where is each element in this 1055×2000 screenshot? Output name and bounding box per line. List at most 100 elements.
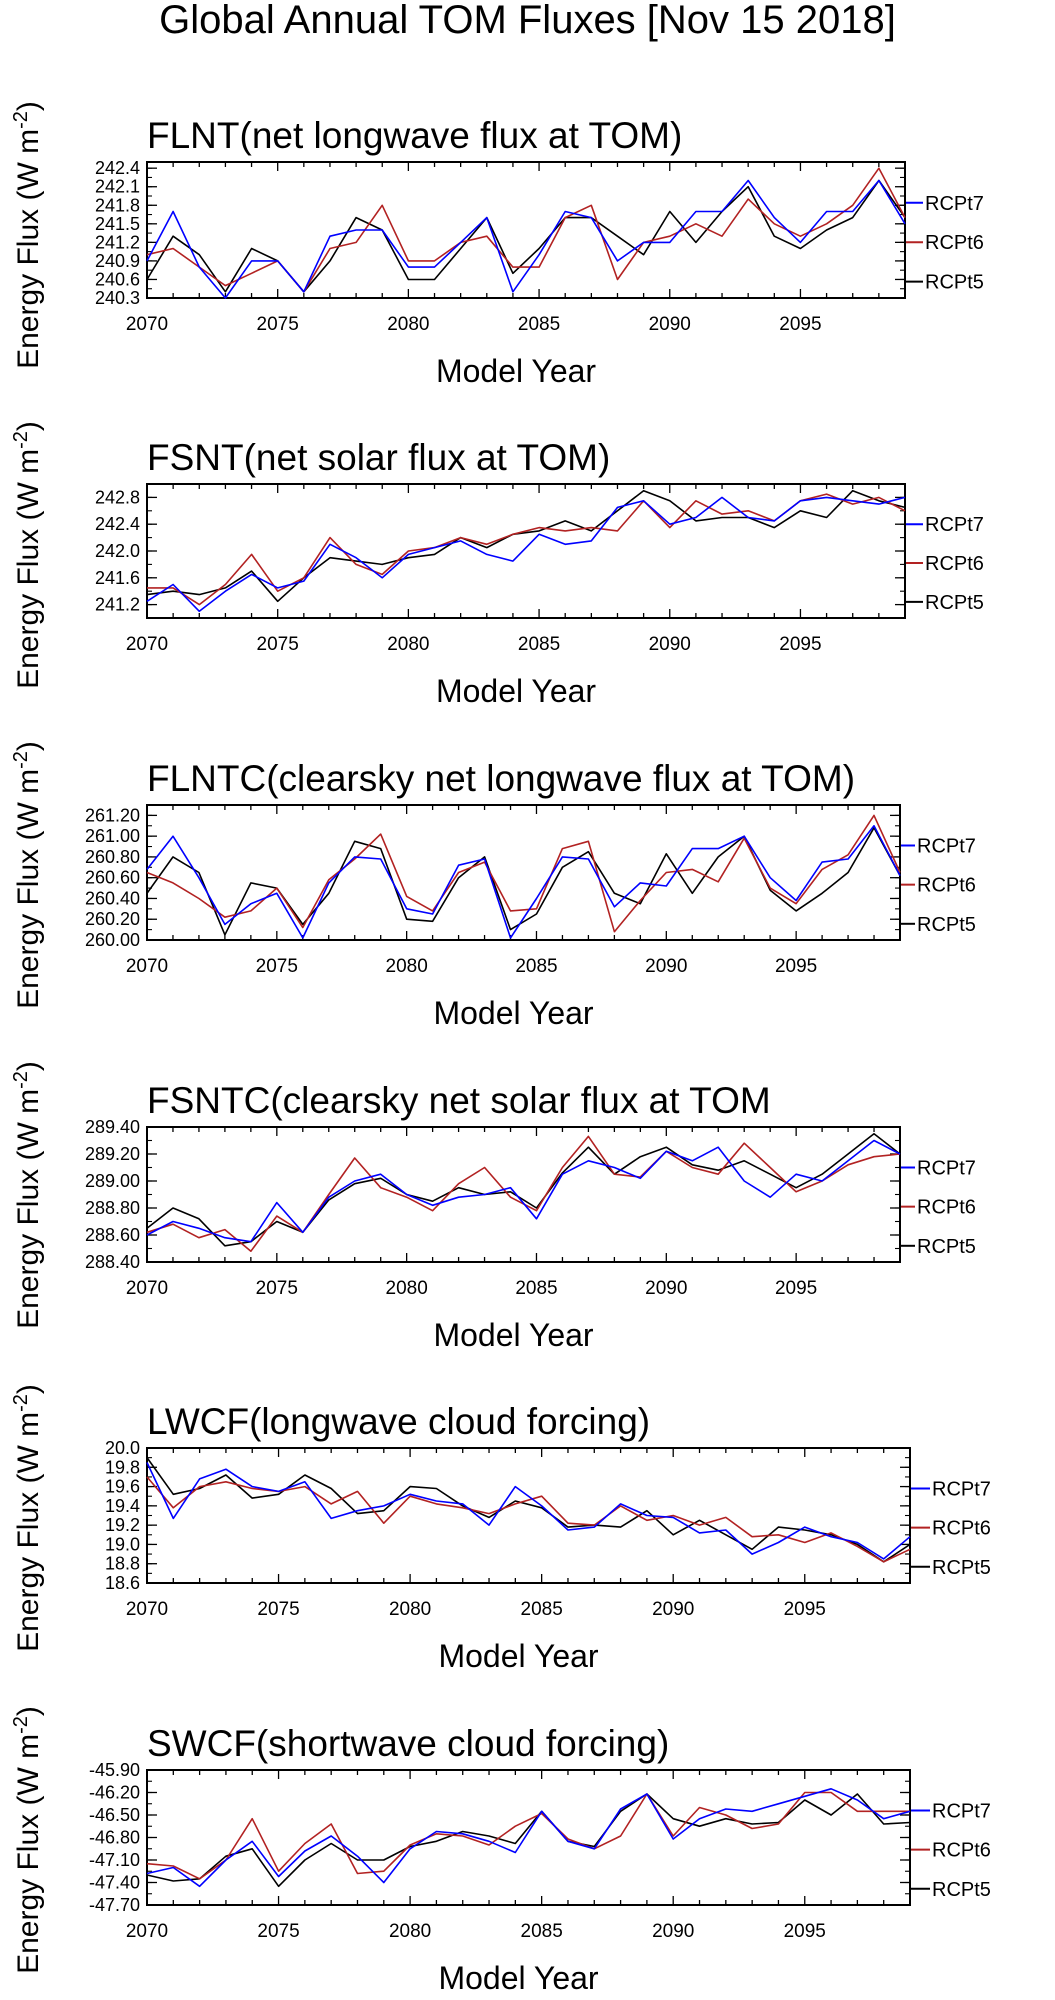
x-tick-label: 2075 (257, 634, 299, 655)
x-tick-label: 2075 (256, 956, 298, 977)
series-line-rcpt5 (146, 1793, 911, 1888)
series-line-rcpt5 (146, 1457, 911, 1563)
series-line-rcpt6 (146, 814, 901, 933)
series-line-rcpt6 (146, 1476, 911, 1563)
y-axis-label: Energy Flux (W m-2) (10, 101, 45, 369)
series-line-rcpt5 (146, 826, 901, 936)
legend-label: RCPt7 (932, 1479, 991, 1501)
y-tick-label: -47.70 (89, 1895, 140, 1915)
y-axis-label: Energy Flux (W m-2) (10, 1706, 45, 1974)
x-tick-label: 2080 (386, 1278, 428, 1299)
legend-label: RCPt6 (932, 1840, 991, 1862)
series-line-rcpt7 (146, 1462, 911, 1560)
x-tick-label: 2075 (256, 1278, 298, 1299)
x-tick-label: 2080 (389, 1599, 431, 1620)
x-axis-label: Model Year (433, 995, 593, 1031)
x-tick-label: 2085 (518, 634, 560, 655)
y-tick-label: 288.80 (85, 1198, 140, 1218)
x-tick-label: 2080 (387, 314, 429, 335)
x-tick-label: 2085 (515, 956, 557, 977)
series-line-rcpt5 (146, 179, 906, 293)
x-axis-label: Model Year (436, 353, 596, 389)
legend-label: RCPt6 (925, 553, 984, 575)
x-tick-label: 2090 (645, 1278, 687, 1299)
y-tick-label: -47.10 (89, 1850, 140, 1870)
x-tick-label: 2085 (521, 1921, 563, 1942)
y-tick-label: -46.50 (89, 1805, 140, 1825)
y-tick-label: 241.6 (95, 568, 140, 588)
legend-label: RCPt5 (917, 914, 976, 936)
y-tick-label: 19.2 (105, 1515, 140, 1535)
y-tick-label: 240.6 (95, 269, 140, 289)
x-tick-label: 2090 (652, 1599, 694, 1620)
panel-title: FSNT(net solar flux at TOM) (147, 437, 610, 478)
x-tick-label: 2095 (784, 1921, 826, 1942)
legend-label: RCPt6 (932, 1518, 991, 1540)
x-axis-label: Model Year (438, 1960, 598, 1996)
x-tick-label: 2085 (521, 1599, 563, 1620)
panel-title: FLNT(net longwave flux at TOM) (147, 115, 682, 156)
legend-label: RCPt6 (925, 232, 984, 254)
x-tick-label: 2095 (784, 1599, 826, 1620)
x-tick-label: 2095 (775, 956, 817, 977)
series-line-rcpt7 (146, 1139, 901, 1243)
x-tick-label: 2070 (126, 1599, 168, 1620)
plot-frame (146, 1447, 911, 1584)
y-tick-label: 260.80 (85, 847, 140, 867)
legend-label: RCPt5 (932, 1879, 991, 1901)
legend-label: RCPt7 (917, 1158, 976, 1180)
y-tick-label: 20.0 (105, 1438, 140, 1458)
legend-label: RCPt7 (932, 1801, 991, 1823)
x-axis-label: Model Year (436, 673, 596, 709)
x-tick-label: 2070 (126, 1921, 168, 1942)
panel-title: SWCF(shortwave cloud forcing) (147, 1723, 669, 1764)
y-tick-label: 241.8 (95, 195, 140, 215)
x-tick-label: 2075 (257, 1921, 299, 1942)
y-axis-label: Energy Flux (W m-2) (10, 1384, 45, 1652)
series-line-rcpt5 (146, 1132, 901, 1247)
x-tick-label: 2090 (649, 634, 691, 655)
legend-label: RCPt7 (917, 836, 976, 858)
y-axis-label: Energy Flux (W m-2) (10, 421, 45, 689)
y-tick-label: 242.8 (95, 487, 140, 507)
series-line-rcpt6 (147, 493, 906, 606)
x-tick-label: 2090 (649, 314, 691, 335)
y-tick-label: 242.0 (95, 541, 140, 561)
y-tick-label: 19.4 (105, 1496, 140, 1516)
legend-label: RCPt7 (925, 193, 984, 215)
y-tick-label: 289.20 (85, 1144, 140, 1164)
y-tick-label: 288.60 (85, 1225, 140, 1245)
y-tick-label: 18.8 (105, 1554, 140, 1574)
y-tick-label: 260.20 (85, 909, 140, 929)
series-line-rcpt7 (146, 179, 906, 299)
y-tick-label: -47.40 (89, 1873, 140, 1893)
y-tick-label: 261.00 (85, 826, 140, 846)
series-line-rcpt7 (146, 824, 901, 939)
y-tick-label: 242.1 (95, 177, 140, 197)
legend-label: RCPt6 (917, 875, 976, 897)
x-axis-label: Model Year (438, 1638, 598, 1674)
legend-label: RCPt5 (932, 1557, 991, 1579)
x-tick-label: 2075 (257, 314, 299, 335)
x-tick-label: 2080 (386, 956, 428, 977)
y-tick-label: -45.90 (89, 1760, 140, 1780)
y-tick-label: 241.2 (95, 595, 140, 615)
x-tick-label: 2095 (775, 1278, 817, 1299)
y-tick-label: 240.3 (95, 288, 140, 308)
x-tick-label: 2080 (387, 634, 429, 655)
y-tick-label: 240.9 (95, 251, 140, 271)
plot-frame (146, 483, 906, 619)
x-tick-label: 2070 (126, 314, 168, 335)
legend-label: RCPt5 (917, 1236, 976, 1258)
y-tick-label: 261.20 (85, 805, 140, 825)
legend-label: RCPt5 (925, 592, 984, 614)
series-line-rcpt5 (146, 489, 906, 603)
x-tick-label: 2085 (515, 1278, 557, 1299)
y-tick-label: 288.40 (85, 1252, 140, 1272)
y-tick-label: -46.20 (89, 1783, 140, 1803)
y-tick-label: 260.00 (85, 930, 140, 950)
y-tick-label: 19.6 (105, 1477, 140, 1497)
plot-frame (146, 1126, 901, 1263)
x-tick-label: 2095 (779, 634, 821, 655)
legend-label: RCPt5 (925, 272, 984, 294)
